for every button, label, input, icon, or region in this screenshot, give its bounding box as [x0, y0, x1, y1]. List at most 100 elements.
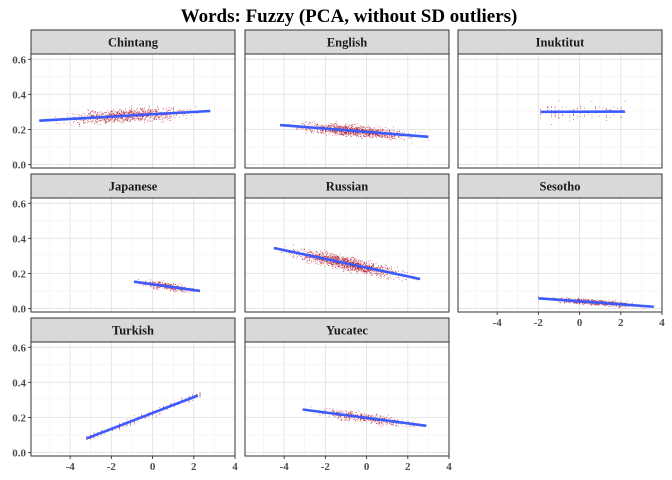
regression-line: [279, 123, 429, 139]
data-point: [134, 113, 136, 114]
strip-background: [457, 29, 663, 55]
data-point: [317, 124, 318, 125]
data-point: [378, 268, 380, 270]
data-point: [325, 131, 327, 132]
data-point: [388, 138, 390, 140]
data-point: [311, 253, 313, 255]
data-point: [179, 283, 181, 284]
data-point: [363, 127, 365, 129]
data-point: [597, 300, 599, 302]
data-point: [349, 134, 351, 135]
data-point: [338, 257, 340, 258]
data-point: [379, 126, 381, 128]
panel-border: [457, 53, 663, 169]
data-point: [125, 118, 127, 120]
data-point: [355, 132, 357, 134]
data-point: [87, 121, 89, 123]
data-point: [155, 109, 156, 111]
data-point: [361, 129, 363, 130]
data-point: [351, 261, 353, 263]
data-point: [96, 115, 98, 116]
data-point: [111, 113, 112, 115]
data-point: [319, 253, 321, 254]
data-point: [337, 125, 339, 127]
data-point: [598, 303, 599, 305]
data-point: [363, 271, 365, 273]
data-point: [364, 273, 366, 274]
data-point: [369, 133, 370, 135]
data-point: [582, 303, 584, 305]
data-point: [94, 118, 96, 120]
data-point: [112, 118, 114, 120]
data-point: [341, 420, 342, 421]
data-point: [324, 131, 326, 133]
data-point: [351, 136, 353, 137]
data-point: [345, 131, 347, 133]
data-point: [310, 253, 311, 255]
x-tick-label: 0: [577, 317, 583, 329]
data-point: [356, 123, 358, 125]
data-point: [590, 303, 592, 305]
data-point: [354, 270, 355, 272]
data-point: [169, 115, 171, 116]
data-point: [384, 135, 386, 137]
data-point: [199, 392, 201, 393]
data-point: [376, 134, 378, 135]
data-point: [131, 117, 133, 118]
data-point: [606, 301, 607, 303]
data-point: [199, 395, 201, 397]
data-point: [369, 266, 370, 267]
data-point: [310, 122, 311, 124]
data-point: [375, 267, 377, 269]
data-point: [342, 271, 344, 272]
data-point: [109, 119, 111, 121]
data-point: [95, 121, 97, 122]
data-point: [340, 410, 342, 412]
data-point: [83, 119, 85, 121]
data-point: [367, 269, 369, 271]
data-point: [401, 419, 403, 421]
data-point: [140, 112, 142, 114]
data-point: [391, 137, 393, 139]
data-point: [354, 261, 356, 263]
data-point: [332, 268, 334, 270]
data-point: [326, 262, 327, 264]
data-point: [385, 265, 387, 266]
data-point: [120, 114, 122, 115]
data-point: [137, 278, 139, 280]
data-point: [606, 114, 607, 116]
data-point: [326, 130, 328, 132]
data-point: [192, 399, 194, 401]
data-point: [321, 260, 323, 262]
data-point: [388, 130, 390, 131]
data-point: [590, 304, 592, 306]
data-point: [174, 291, 176, 293]
data-point: [391, 135, 392, 136]
data-point: [141, 110, 143, 112]
data-point: [111, 114, 113, 116]
data-point: [326, 408, 328, 409]
data-point: [349, 260, 351, 262]
data-point: [389, 131, 390, 133]
data-point: [161, 115, 163, 116]
data-point: [340, 126, 342, 128]
data-point: [346, 124, 348, 125]
data-point: [296, 127, 298, 129]
data-point: [114, 118, 116, 119]
data-point: [355, 263, 357, 265]
data-point: [601, 300, 603, 302]
data-point: [99, 119, 101, 121]
data-point: [102, 113, 104, 115]
data-point: [376, 275, 377, 276]
data-point: [115, 117, 116, 119]
data-point: [572, 301, 574, 303]
data-point: [93, 432, 95, 434]
data-point: [370, 260, 371, 261]
data-point: [179, 109, 181, 111]
data-point: [188, 396, 190, 398]
data-point: [381, 267, 383, 268]
data-point: [359, 267, 360, 269]
data-point: [643, 308, 645, 309]
data-point: [372, 266, 374, 268]
data-point: [102, 118, 103, 120]
